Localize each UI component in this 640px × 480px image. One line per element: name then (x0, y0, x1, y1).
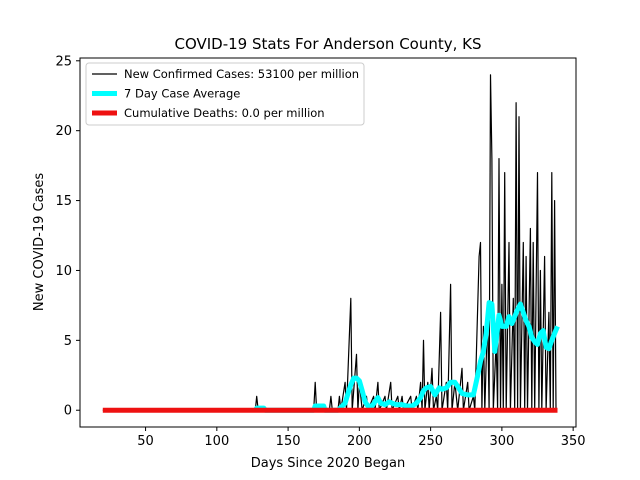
y-tick-label: 0 (64, 404, 72, 419)
chart-title: COVID-19 Stats For Anderson County, KS (174, 35, 481, 53)
x-axis: 50 100 150 200 250 300 350 (137, 427, 586, 449)
plot-frame (79, 57, 577, 428)
series-line-0 (102, 74, 558, 411)
legend-label-1: 7 Day Case Average (124, 87, 240, 101)
y-tick-label: 20 (55, 124, 72, 139)
legend: New Confirmed Cases: 53100 per million 7 … (85, 62, 365, 126)
x-tick-label: 350 (561, 434, 586, 449)
legend-box (85, 62, 365, 126)
y-tick-label: 5 (64, 334, 72, 349)
legend-label-2: Cumulative Deaths: 0.0 per million (124, 106, 325, 120)
x-axis-label: Days Since 2020 Began (251, 456, 406, 471)
series-layer (102, 74, 560, 413)
x-tick-label: 50 (137, 434, 154, 449)
y-axis: 0 5 10 15 20 25 (55, 54, 80, 419)
y-tick-label: 25 (55, 54, 72, 69)
plot-area (102, 74, 560, 413)
x-tick-label: 150 (276, 434, 301, 449)
legend-label-0: New Confirmed Cases: 53100 per million (124, 67, 359, 81)
x-tick-label: 200 (347, 434, 372, 449)
y-axis-label: New COVID-19 Cases (32, 173, 47, 311)
y-tick-label: 10 (55, 264, 72, 279)
x-tick-label: 250 (418, 434, 443, 449)
series-line-1 (253, 300, 560, 413)
x-tick-label: 100 (204, 434, 229, 449)
x-tick-label: 300 (489, 434, 514, 449)
y-tick-label: 15 (55, 194, 72, 209)
